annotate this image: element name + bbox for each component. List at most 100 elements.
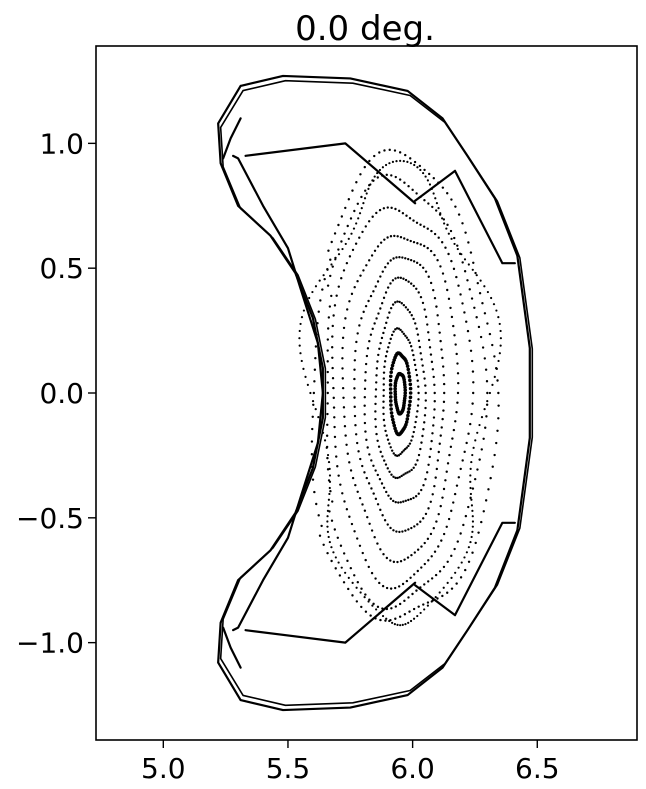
y-tick-label: −1.0 — [16, 627, 84, 660]
poincare-point — [343, 232, 346, 235]
poincare-point — [341, 336, 345, 340]
poincare-point — [376, 176, 379, 179]
poincare-point — [439, 339, 442, 343]
poincare-point — [320, 524, 323, 528]
poincare-point — [462, 523, 465, 527]
poincare-point — [318, 534, 322, 537]
poincare-point — [353, 359, 357, 362]
poincare-point — [412, 496, 415, 500]
poincare-point — [443, 222, 446, 225]
poincare-point — [404, 278, 408, 282]
poincare-point — [309, 391, 312, 395]
poincare-point — [447, 232, 450, 235]
poincare-point — [447, 517, 451, 521]
poincare-point — [408, 386, 413, 391]
poincare-point — [353, 286, 356, 289]
poincare-point — [379, 341, 382, 345]
poincare-point — [352, 227, 356, 230]
poincare-point — [426, 604, 429, 607]
poincare-point — [356, 441, 359, 445]
poincare-point — [368, 598, 371, 601]
y-tick-label: 0.0 — [39, 377, 84, 410]
poincare-point — [467, 263, 470, 266]
poincare-point — [463, 556, 466, 559]
poincare-point — [433, 232, 437, 236]
poincare-point — [400, 474, 403, 478]
poincare-point — [368, 159, 371, 163]
poincare-point — [399, 328, 402, 332]
poincare-point — [398, 602, 402, 606]
poincare-point — [326, 327, 330, 330]
outer-boundary-inner-line — [219, 79, 534, 707]
poincare-point — [436, 597, 439, 600]
poincare-point — [348, 515, 351, 518]
poincare-point — [453, 492, 457, 496]
poincare-point — [388, 470, 391, 474]
poincare-point — [408, 341, 412, 344]
poincare-point — [328, 492, 331, 496]
poincare-point — [314, 345, 318, 348]
poincare-point — [353, 574, 356, 577]
poincare-point — [357, 217, 360, 220]
poincare-point — [432, 177, 435, 180]
poincare-point — [423, 244, 426, 248]
poincare-point — [368, 453, 371, 456]
poincare-point — [471, 520, 475, 523]
poincare-point — [374, 469, 377, 472]
poincare-point — [442, 532, 446, 536]
poincare-point — [435, 202, 439, 205]
poincare-point — [430, 555, 433, 558]
poincare-point — [433, 484, 436, 488]
poincare-point — [381, 455, 384, 458]
poincare-point — [377, 445, 381, 448]
poincare-point — [457, 566, 460, 569]
poincare-point — [328, 467, 331, 470]
poincare-point — [429, 532, 433, 536]
poincare-point — [434, 197, 437, 200]
poincare-point — [446, 560, 449, 563]
poincare-point — [416, 333, 420, 336]
poincare-point — [471, 370, 475, 373]
poincare-point — [335, 455, 338, 458]
poincare-point — [428, 346, 432, 349]
poincare-point — [444, 246, 447, 249]
poincare-point — [373, 175, 376, 178]
poincare-point — [383, 238, 386, 241]
poincare-point — [361, 551, 364, 555]
poincare-point — [327, 249, 330, 252]
poincare-point — [389, 399, 393, 403]
poincare-point — [389, 411, 394, 415]
poincare-point — [381, 607, 384, 610]
poincare-point — [407, 621, 410, 624]
poincare-point — [402, 500, 405, 503]
poincare-point — [398, 475, 401, 479]
poincare-point — [334, 258, 337, 261]
poincare-point — [346, 308, 349, 311]
poincare-point — [311, 478, 315, 481]
poincare-point — [415, 192, 418, 195]
poincare-point — [388, 311, 391, 314]
poincare-point — [495, 367, 498, 370]
poincare-point — [318, 279, 321, 282]
poincare-point — [451, 437, 454, 440]
poincare-point — [412, 617, 416, 620]
poincare-point — [345, 508, 349, 511]
poincare-point — [429, 353, 433, 356]
poincare-point — [423, 421, 426, 424]
poincare-point — [372, 492, 375, 495]
poincare-point — [454, 420, 457, 423]
poincare-point — [386, 467, 389, 470]
poincare-point — [485, 403, 489, 406]
poincare-point — [417, 605, 420, 608]
poincare-point — [385, 434, 388, 437]
poincare-point — [323, 439, 327, 442]
poincare-point — [498, 352, 501, 355]
poincare-point — [452, 501, 455, 504]
poincare-point — [299, 322, 302, 326]
poincare-point — [351, 594, 354, 597]
poincare-point — [335, 294, 338, 297]
poincare-point — [429, 447, 432, 451]
poincare-point — [383, 149, 386, 152]
poincare-point — [479, 335, 483, 339]
poincare-point — [402, 473, 405, 476]
